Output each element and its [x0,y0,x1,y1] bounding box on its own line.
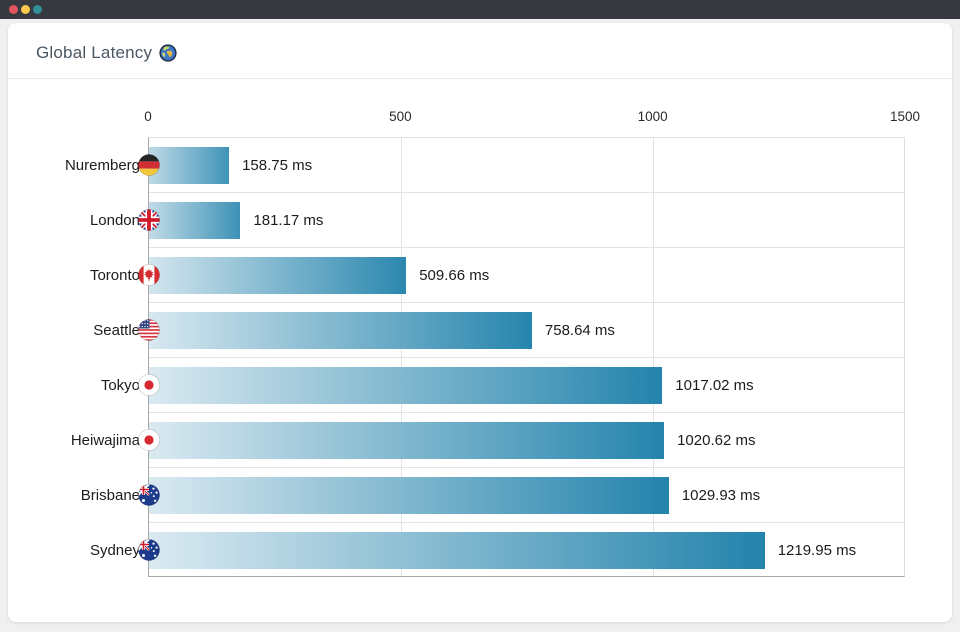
latency-bar [149,422,665,459]
flag-australia-icon [137,483,161,507]
value-label: 1219.95 ms [777,542,857,559]
page-title: Global Latency [36,42,153,62]
chart-card: Global Latency 0 500 1000 1500 Nuremberg 158… [8,23,952,622]
value-label: 758.64 ms [544,322,615,339]
category-label: Sydney [89,542,140,559]
window-titlebar [0,0,960,19]
latency-chart: 0 500 1000 1500 Nuremberg 158.75 ms London 181… [8,79,952,621]
latency-bar [149,367,663,404]
chart-row-heiwajima: Heiwajima 1020.62 ms [71,413,904,468]
flag-badge [137,263,161,287]
latency-bar [149,477,669,514]
close-button[interactable] [9,5,18,14]
chart-row-nuremberg: Nuremberg 158.75 ms [65,138,904,193]
latency-bar [149,147,230,184]
flag-badge [137,538,161,562]
latency-bar [149,312,532,349]
x-axis-tick-0: 0 [144,109,152,124]
chart-row-brisbane: Brisbane 1029.93 ms [81,468,904,523]
card-header: Global Latency [8,23,952,79]
chart-row-tokyo: Tokyo 1017.02 ms [101,358,904,413]
flag-germany-icon [137,153,161,177]
value-label: 1029.93 ms [681,487,761,504]
value-label: 509.66 ms [419,267,490,284]
category-label: Tokyo [100,377,140,394]
category-label: Heiwajima [70,432,140,449]
flag-badge [137,373,161,397]
zoom-button[interactable] [33,5,42,14]
x-axis-tick-1500: 1500 [889,109,921,124]
x-axis-tick-500: 500 [389,109,412,124]
globe-icon [159,43,177,62]
value-label: 1017.02 ms [675,377,754,394]
latency-bar [149,532,765,569]
minimize-button[interactable] [21,5,30,14]
flag-japan-icon [137,428,161,452]
chart-row-seattle: Seattle 758.64 ms [93,303,904,358]
flag-united-kingdom-icon [137,208,161,232]
plot-area: Nuremberg 158.75 ms London 181.17 ms Toronto… [65,137,905,578]
flag-badge [137,483,161,507]
value-label: 1020.62 ms [677,432,756,449]
flag-japan-icon [137,373,161,397]
x-axis-tick-1000: 1000 [637,109,668,124]
latency-bar [149,202,241,239]
latency-bar [149,257,407,294]
value-label: 158.75 ms [242,157,313,174]
category-label: London [89,212,140,229]
value-label: 181.17 ms [253,212,324,229]
category-label: Brisbane [80,487,140,504]
flag-badge [137,153,161,177]
chart-row-london: London 181.17 ms [90,193,904,248]
flag-badge [137,428,161,452]
category-label: Seattle [93,322,140,339]
flag-canada-icon [137,263,161,287]
category-label: Toronto [89,267,140,284]
flag-united-states-icon [137,318,161,342]
chart-row-toronto: Toronto 509.66 ms [90,248,904,303]
flag-badge [137,208,161,232]
chart-row-sydney: Sydney 1219.95 ms [90,523,904,578]
flag-badge [137,318,161,342]
flag-australia-icon [137,538,161,562]
category-label: Nuremberg [64,157,140,174]
